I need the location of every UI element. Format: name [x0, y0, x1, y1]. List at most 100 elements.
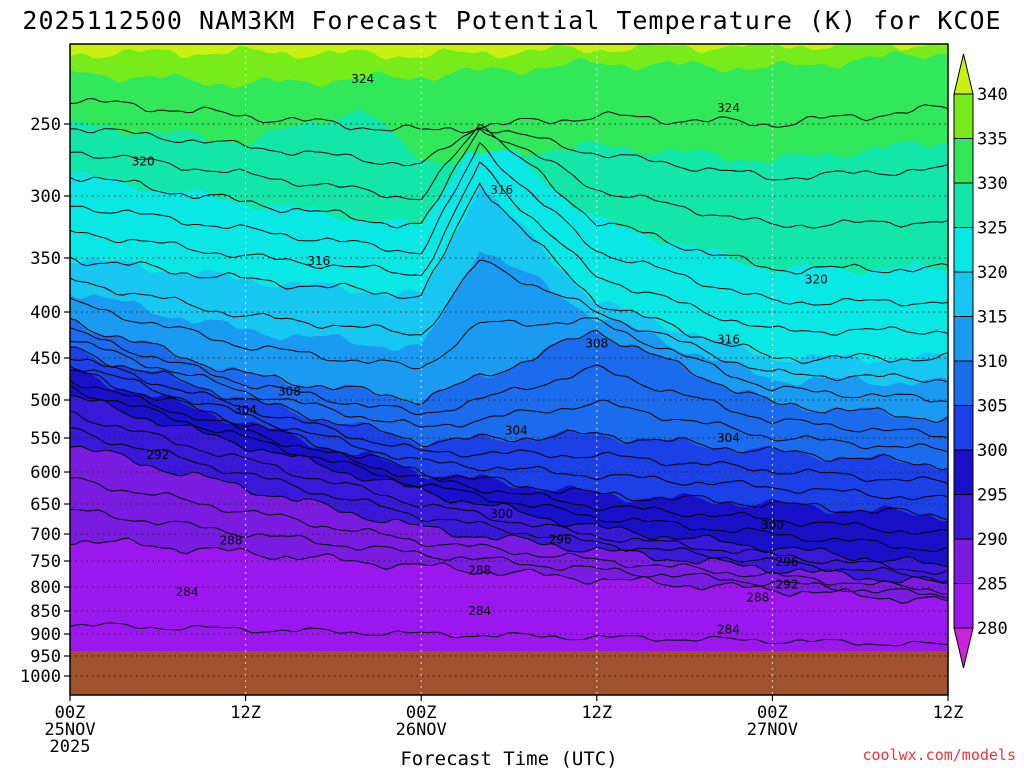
y-tick-label-300: 300 [30, 187, 61, 207]
y-axis: 250 300 350 400 450 500 550 600 650 700 750 800 850 9… [20, 115, 70, 687]
contour-label-320-3: 320 [132, 154, 155, 168]
x-tick-label-0-3: 2025 [50, 737, 91, 757]
contour-label-304-10: 304 [234, 403, 257, 417]
contour-label-288-22: 288 [746, 591, 769, 605]
contour-308k [70, 318, 948, 424]
colorbar-segment-290 [953, 494, 974, 540]
contour-label-324-2: 324 [717, 101, 740, 115]
temperature-fill [70, 44, 948, 651]
colorbar-segment-315 [953, 271, 974, 317]
contour-minor-3-1 [70, 385, 948, 552]
contour-label-308-9: 308 [278, 385, 301, 399]
colorbar-label-295: 295 [977, 486, 1008, 506]
y-tick-label-500: 500 [30, 391, 61, 411]
contour-minor-2-1 [70, 427, 948, 583]
colorbar-segment-300 [953, 405, 974, 451]
contour-label-284-21: 284 [176, 585, 199, 599]
y-tick-label-600: 600 [30, 463, 61, 483]
contour-label-324-1: 324 [351, 72, 374, 86]
y-tick-label-650: 650 [30, 495, 61, 515]
contour-label-292-13: 292 [146, 448, 169, 462]
contour-minor-4-1 [70, 365, 948, 501]
contour-label-300-14: 300 [490, 507, 513, 521]
contour-minor-7-2 [70, 141, 948, 307]
x-tick-label-24-1: 00Z [406, 703, 437, 723]
credit-label: coolwx.com/models [862, 746, 1016, 764]
colorbar-label-290: 290 [977, 530, 1008, 550]
contour-label-284-23: 284 [468, 604, 491, 618]
colorbar-segment-285 [953, 538, 974, 584]
colorbar-label-315: 315 [977, 308, 1008, 328]
x-tick-label-12-1: 12Z [230, 703, 261, 723]
y-tick-label-550: 550 [30, 429, 61, 449]
contour-label-316-4: 316 [490, 183, 513, 197]
colorbar-label-330: 330 [977, 174, 1008, 194]
contour-minor-4-2 [70, 358, 948, 485]
contour-minor-6-2 [70, 259, 948, 383]
y-tick-label-900: 900 [30, 625, 61, 645]
colorbar-segment-295 [953, 449, 974, 495]
fill-band-11 [70, 44, 948, 89]
x-tick-label-48-1: 00Z [757, 703, 788, 723]
y-tick-label-1000: 1000 [20, 667, 61, 687]
colorbar-label-310: 310 [977, 352, 1008, 372]
colorbar-label-300: 300 [977, 441, 1008, 461]
contour-minor-8-1 [70, 123, 948, 229]
x-tick-label-60-1: 12Z [933, 703, 964, 723]
contour-minor-5-2 [70, 327, 948, 438]
colorbar-label-285: 285 [977, 575, 1008, 595]
colorbar-segment-275 [953, 627, 974, 669]
colorbar-label-320: 320 [977, 263, 1008, 283]
contour-324k [70, 98, 948, 134]
contour-304k [70, 346, 948, 471]
contour-label-296-16: 296 [549, 532, 572, 546]
contour-292k [70, 445, 948, 584]
y-tick-label-950: 950 [30, 647, 61, 667]
contour-minor-low [70, 622, 948, 647]
ground-surface [70, 651, 948, 695]
contour-label-288-17: 288 [220, 534, 243, 548]
contour-288k [70, 537, 948, 604]
contour-minor-5-1 [70, 340, 948, 453]
contour-minor-1-2 [70, 477, 948, 595]
colorbar-label-325: 325 [977, 219, 1008, 239]
contour-label-288-19: 288 [468, 563, 491, 577]
x-tick-label-48-2: 27NOV [747, 720, 798, 740]
isentrope-contours [70, 98, 948, 647]
contour-label-284-24: 284 [717, 622, 740, 636]
contour-label-320-6: 320 [805, 273, 828, 287]
y-tick-label-450: 450 [30, 349, 61, 369]
colorbar-label-335: 335 [977, 130, 1008, 150]
y-tick-label-800: 800 [30, 578, 61, 598]
x-tick-label-24-2: 26NOV [396, 720, 447, 740]
colorbar-segment-320 [953, 227, 974, 273]
y-tick-label-850: 850 [30, 602, 61, 622]
y-tick-label-250: 250 [30, 115, 61, 135]
colorbar-segment-340 [953, 53, 974, 95]
x-tick-label-36-1: 12Z [581, 703, 612, 723]
contour-minor-2-2 [70, 410, 948, 576]
colorbar-segment-310 [953, 316, 974, 362]
colorbar-segment-305 [953, 360, 974, 406]
colorbar-segment-325 [953, 182, 974, 228]
contour-label-316-5: 316 [307, 254, 330, 268]
contour-320k [70, 128, 948, 275]
colorbar-label-340: 340 [977, 85, 1008, 105]
x-axis-label: Forecast Time (UTC) [400, 748, 617, 768]
contour-label-300-15: 300 [761, 518, 784, 532]
chart-title: 2025112500 NAM3KM Forecast Potential Tem… [22, 6, 1001, 35]
y-tick-label-350: 350 [30, 249, 61, 269]
x-tick-label-0-2: 25NOV [44, 720, 95, 740]
contour-label-304-12: 304 [717, 431, 740, 445]
colorbar: 280 285 290 295 300 305 310 315 320 325 330 335 340 [953, 53, 1008, 669]
y-tick-label-400: 400 [30, 303, 61, 323]
contour-minor-8-2 [70, 127, 948, 181]
x-tick-label-0-1: 00Z [55, 703, 86, 723]
plot-frame [69, 43, 949, 696]
colorbar-segment-335 [953, 93, 974, 139]
fill-band-12 [70, 44, 948, 60]
contour-labels: 324 324 320 316 316 320 316 308 308 304 304 304 292 3… [132, 72, 828, 636]
contour-label-292-20: 292 [776, 577, 799, 591]
